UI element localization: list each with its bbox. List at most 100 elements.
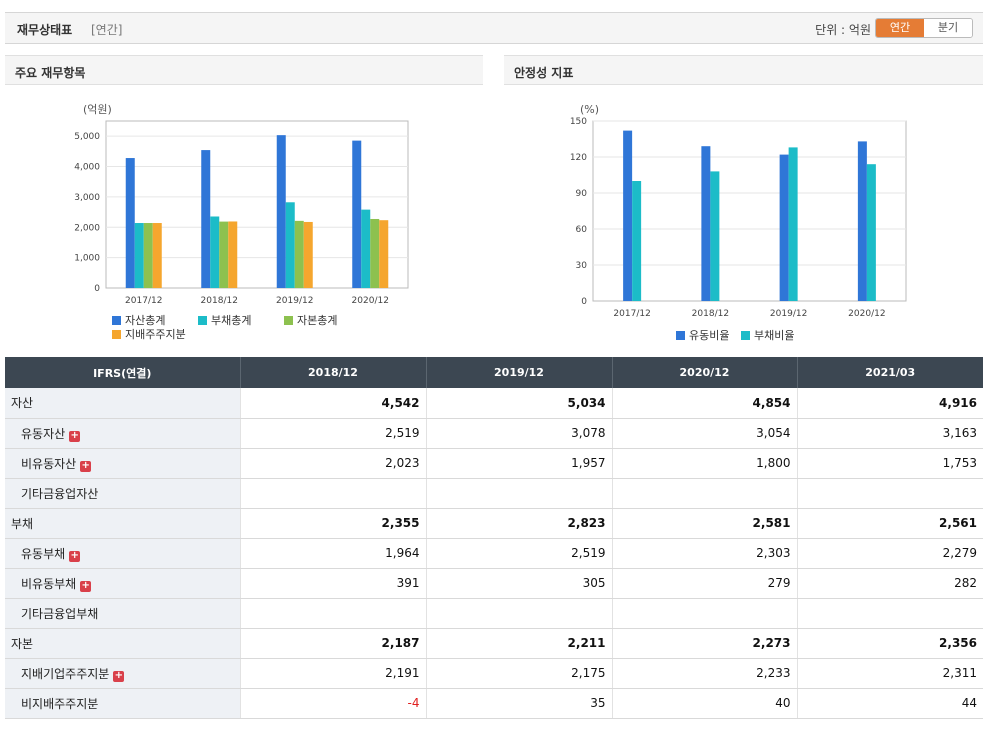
table-row: 부채 2,355 2,823 2,581 2,561 <box>5 508 983 539</box>
x-tick-label: 2019/12 <box>276 296 313 306</box>
stability-chart: (%) 0 30 60 90 120 150 2017/12 2018/12 2019/12 202… <box>570 103 907 342</box>
value-cell: 1,800 <box>612 448 798 479</box>
x-tick-label: 2018/12 <box>692 309 729 319</box>
bar-부채비율-2019/12 <box>788 147 798 301</box>
y-tick-label: 0 <box>94 284 100 294</box>
header-standard: IFRS(연결) <box>5 357 241 388</box>
value-cell <box>612 598 798 629</box>
row-label: 자산 <box>5 388 241 419</box>
row-label-text: 기타금융업자산 <box>21 486 99 501</box>
expand-icon[interactable]: + <box>80 459 92 472</box>
y-tick-label: 5,000 <box>74 132 100 142</box>
value-cell: 3,163 <box>797 418 983 449</box>
value-cell: 2,233 <box>612 658 798 689</box>
bar-자본총계-2017/12 <box>143 223 153 288</box>
y-tick-label: 90 <box>576 189 588 199</box>
value-cell: 2,355 <box>240 508 427 539</box>
bar-지배주주지분-2017/12 <box>152 223 162 288</box>
x-tick-label: 2020/12 <box>848 309 885 319</box>
value-cell: 3,054 <box>612 418 798 449</box>
row-label: 지배기업주주지분 + <box>5 658 241 689</box>
row-label-text: 유동자산 <box>21 426 66 441</box>
table-row: 기타금융업자산 <box>5 478 983 509</box>
table-header-row: IFRS(연결) 2018/12 2019/12 2020/12 2021/03 <box>5 357 983 388</box>
bar-유동비율-2019/12 <box>779 154 789 301</box>
value-cell <box>240 598 427 629</box>
y-tick-label: 60 <box>576 225 588 235</box>
expand-icon[interactable]: + <box>80 579 92 592</box>
toggle-annual-button[interactable]: 연간 <box>876 19 924 37</box>
y-tick-label: 3,000 <box>74 193 100 203</box>
row-label-text: 비유동자산 <box>21 456 77 471</box>
row-label: 비유동부채 + <box>5 568 241 599</box>
header-period: 2021/03 <box>797 357 983 388</box>
expand-icon[interactable]: + <box>113 669 125 682</box>
row-label-text: 자본 <box>11 636 34 651</box>
x-tick-label: 2017/12 <box>125 296 162 306</box>
row-label: 부채 <box>5 508 241 539</box>
statement-header: 재무상태표 [연간] 단위 : 억원 연간 분기 <box>5 12 983 44</box>
legend-swatch <box>198 316 207 325</box>
bar-자본총계-2018/12 <box>219 221 229 288</box>
bar-자산총계-2019/12 <box>276 135 286 288</box>
period-label: [연간] <box>91 23 123 37</box>
row-label: 기타금융업자산 <box>5 478 241 509</box>
row-label: 기타금융업부채 <box>5 598 241 629</box>
bar-자산총계-2018/12 <box>201 150 211 288</box>
toggle-quarter-button[interactable]: 분기 <box>924 19 972 37</box>
header-period: 2020/12 <box>612 357 798 388</box>
bar-지배주주지분-2019/12 <box>303 221 313 288</box>
left-panel-title: 주요 재무항목 <box>5 55 483 85</box>
table-row: 비유동자산 +2,023 1,957 1,800 1,753 <box>5 448 983 479</box>
value-cell: 2,561 <box>797 508 983 539</box>
bar-부채총계-2018/12 <box>210 216 220 288</box>
bar-자본총계-2020/12 <box>370 218 380 288</box>
value-cell: 2,211 <box>426 628 613 659</box>
table-row: 기타금융업부채 <box>5 598 983 629</box>
legend-swatch <box>112 330 121 339</box>
chart-unit-label: (%) <box>580 103 599 116</box>
value-cell <box>797 598 983 629</box>
expand-icon[interactable]: + <box>69 549 81 562</box>
value-cell: 1,753 <box>797 448 983 479</box>
legend-label: 자본총계 <box>297 314 337 327</box>
row-label: 자본 <box>5 628 241 659</box>
value-cell: 4,854 <box>612 388 798 419</box>
value-cell: 2,311 <box>797 658 983 689</box>
expand-icon[interactable]: + <box>69 429 81 442</box>
bar-부채비율-2020/12 <box>866 164 876 301</box>
x-tick-label: 2019/12 <box>770 309 807 319</box>
legend-label: 부채총계 <box>211 314 251 327</box>
row-label-text: 지배기업주주지분 <box>21 666 110 681</box>
value-cell: 1,957 <box>426 448 613 479</box>
value-cell <box>612 478 798 509</box>
bar-부채총계-2019/12 <box>285 202 295 288</box>
legend-swatch <box>676 331 685 340</box>
financial-items-chart: (억원) 0 1,000 2,000 3,000 4,000 5,000 2017/12 201… <box>74 103 409 341</box>
table-row: 자본 2,187 2,211 2,273 2,356 <box>5 628 983 659</box>
table-row: 유동부채 +1,964 2,519 2,303 2,279 <box>5 538 983 569</box>
value-cell: 2,519 <box>240 418 427 449</box>
row-label: 비지배주주지분 <box>5 688 241 719</box>
value-cell: 2,581 <box>612 508 798 539</box>
y-tick-label: 150 <box>570 117 587 127</box>
value-cell: 2,191 <box>240 658 427 689</box>
period-toggle: 연간 분기 <box>875 18 973 38</box>
unit-label: 단위 : 억원 <box>815 23 871 37</box>
value-cell: 2,023 <box>240 448 427 479</box>
row-label-text: 자산 <box>11 396 34 411</box>
table-row: 비지배주주지분 -4 35 40 44 <box>5 688 983 719</box>
value-cell: 1,964 <box>240 538 427 569</box>
table-row: 유동자산 +2,519 3,078 3,054 3,163 <box>5 418 983 449</box>
table-row: 비유동부채 +391 305 279 282 <box>5 568 983 599</box>
table-row: 지배기업주주지분 +2,191 2,175 2,233 2,311 <box>5 658 983 689</box>
value-cell: 35 <box>426 688 613 719</box>
value-cell: 5,034 <box>426 388 613 419</box>
table-row: 자산 4,542 5,034 4,854 4,916 <box>5 388 983 419</box>
value-cell: 282 <box>797 568 983 599</box>
value-cell: 305 <box>426 568 613 599</box>
row-label: 비유동자산 + <box>5 448 241 479</box>
right-panel-title: 안정성 지표 <box>504 55 983 85</box>
legend-swatch <box>112 316 121 325</box>
legend-swatch <box>741 331 750 340</box>
